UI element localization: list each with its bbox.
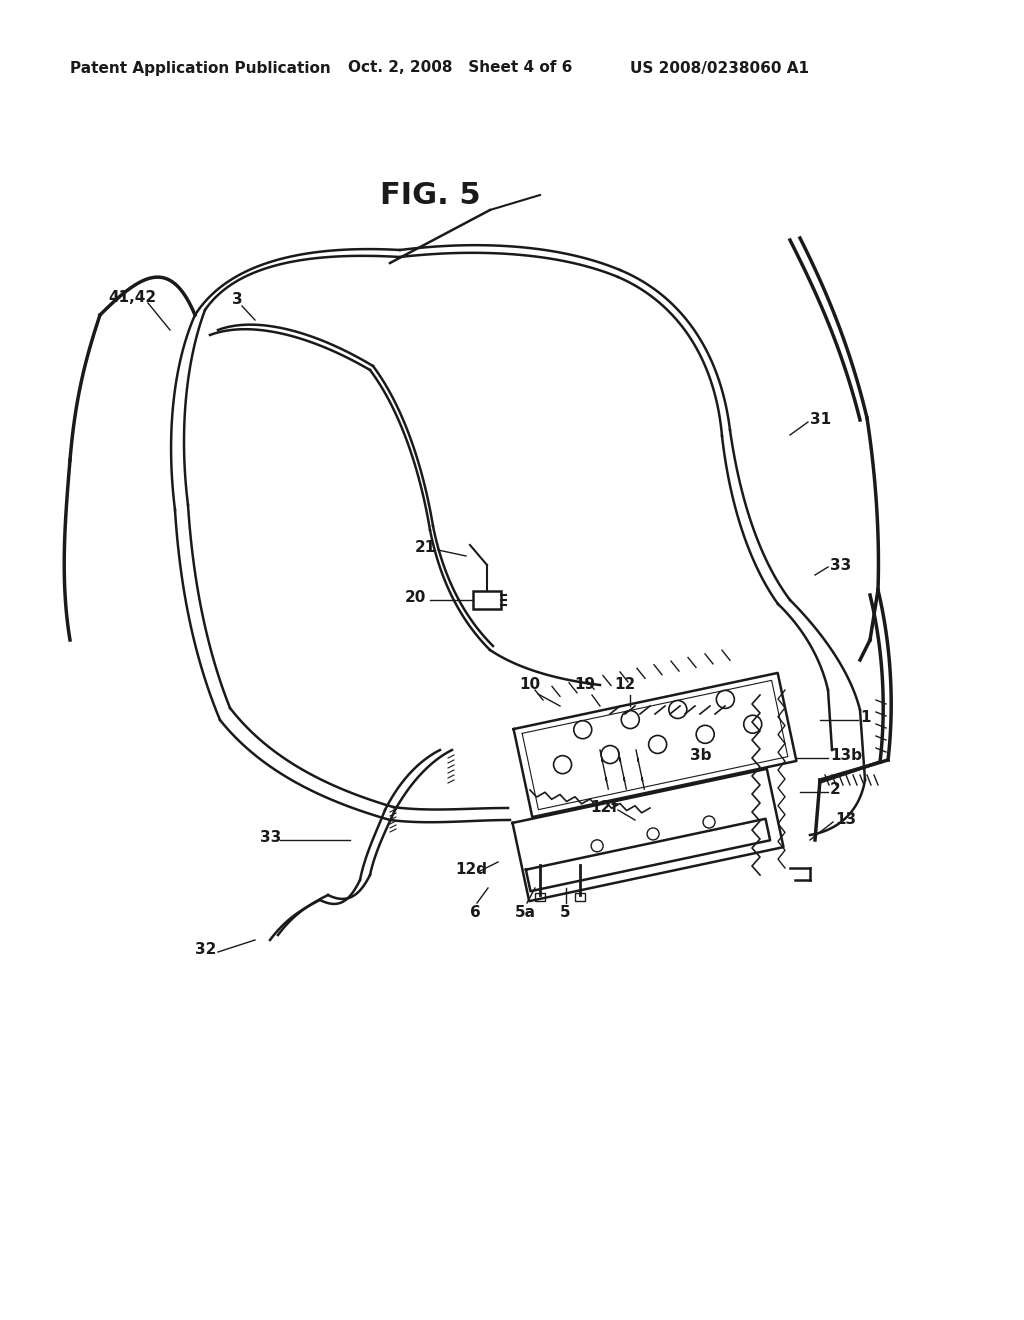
Text: 32: 32 — [195, 942, 216, 957]
Text: 5a: 5a — [514, 906, 536, 920]
Text: 3: 3 — [232, 293, 243, 308]
Text: 2: 2 — [830, 783, 841, 797]
Text: 31: 31 — [810, 412, 831, 428]
Text: 12f: 12f — [590, 800, 617, 816]
Text: FIG. 5: FIG. 5 — [380, 181, 480, 210]
Text: 19: 19 — [574, 677, 596, 692]
Text: 3b: 3b — [690, 748, 712, 763]
Text: 20: 20 — [406, 590, 426, 606]
Text: 13: 13 — [835, 813, 856, 828]
Text: 12: 12 — [614, 677, 636, 692]
Text: 13b: 13b — [830, 748, 862, 763]
Bar — [575, 894, 585, 902]
Text: Oct. 2, 2008   Sheet 4 of 6: Oct. 2, 2008 Sheet 4 of 6 — [348, 61, 572, 75]
Text: 41,42: 41,42 — [108, 289, 156, 305]
Text: 33: 33 — [260, 829, 282, 845]
Text: US 2008/0238060 A1: US 2008/0238060 A1 — [631, 61, 810, 75]
Text: 6: 6 — [470, 906, 480, 920]
Text: 33: 33 — [830, 557, 851, 573]
Text: 12d: 12d — [455, 862, 487, 878]
Text: Patent Application Publication: Patent Application Publication — [70, 61, 331, 75]
Bar — [473, 591, 501, 609]
Bar — [535, 894, 545, 902]
Text: 5: 5 — [560, 906, 570, 920]
Text: 10: 10 — [519, 677, 541, 692]
Text: 1: 1 — [860, 710, 870, 726]
Text: 21: 21 — [415, 540, 436, 556]
